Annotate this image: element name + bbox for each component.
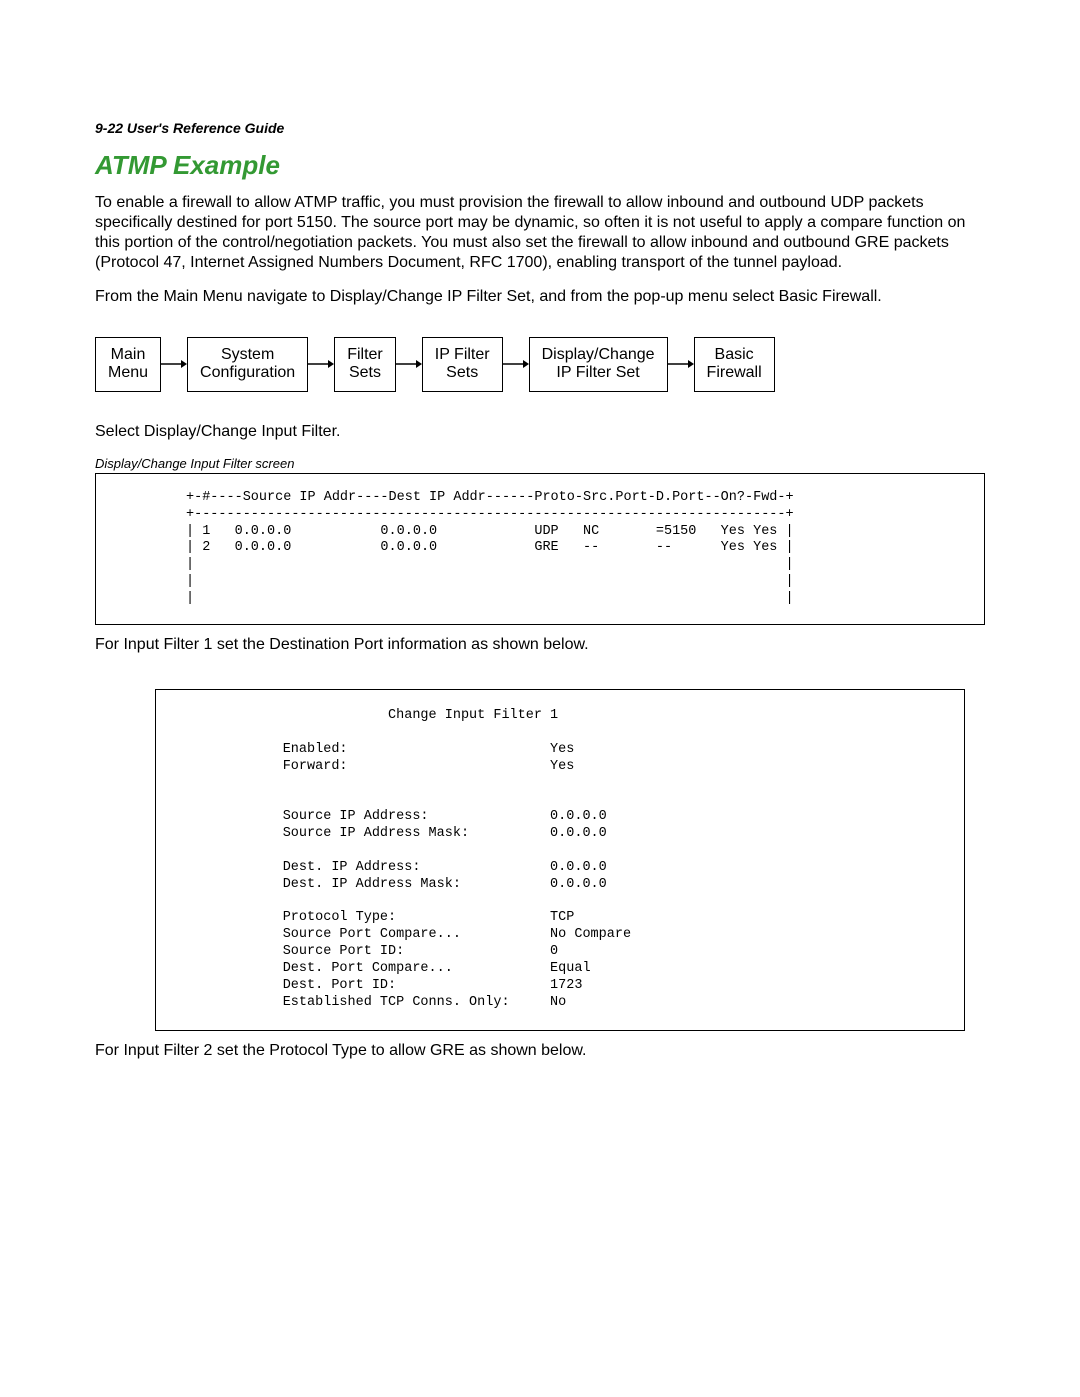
terminal-input-filter-list: +-#----Source IP Addr----Dest IP Addr---… bbox=[95, 473, 985, 625]
page-header: 9-22 User's Reference Guide bbox=[95, 120, 985, 136]
nav-box-display-change: Display/ChangeIP Filter Set bbox=[529, 337, 668, 392]
nav-box-ip-filter-sets: IP FilterSets bbox=[422, 337, 503, 392]
nav-box-basic-firewall: BasicFirewall bbox=[694, 337, 775, 392]
nav-box-main-menu: MainMenu bbox=[95, 337, 161, 392]
after-terminal-2: For Input Filter 2 set the Protocol Type… bbox=[95, 1041, 985, 1061]
nav-box-filter-sets: FilterSets bbox=[334, 337, 396, 392]
arrow-icon bbox=[668, 358, 694, 370]
section-title: ATMP Example bbox=[95, 150, 985, 181]
arrow-icon bbox=[396, 358, 422, 370]
nav-box-system-config: SystemConfiguration bbox=[187, 337, 308, 392]
document-page: 9-22 User's Reference Guide ATMP Example… bbox=[0, 0, 1080, 1397]
navigation-path: MainMenu SystemConfiguration FilterSets … bbox=[95, 337, 985, 392]
select-instruction: Select Display/Change Input Filter. bbox=[95, 422, 985, 442]
arrow-icon bbox=[161, 358, 187, 370]
paragraph-1: To enable a firewall to allow ATMP traff… bbox=[95, 193, 985, 273]
paragraph-2: From the Main Menu navigate to Display/C… bbox=[95, 287, 985, 307]
screen-caption-1: Display/Change Input Filter screen bbox=[95, 456, 985, 471]
terminal-text-1: +-#----Source IP Addr----Dest IP Addr---… bbox=[96, 490, 984, 608]
terminal-change-input-filter: Change Input Filter 1 Enabled: Yes Forwa… bbox=[155, 689, 965, 1031]
terminal-text-2: Change Input Filter 1 Enabled: Yes Forwa… bbox=[156, 708, 964, 1012]
after-terminal-1: For Input Filter 1 set the Destination P… bbox=[95, 635, 985, 655]
spacer bbox=[95, 669, 985, 689]
arrow-icon bbox=[308, 358, 334, 370]
arrow-icon bbox=[503, 358, 529, 370]
